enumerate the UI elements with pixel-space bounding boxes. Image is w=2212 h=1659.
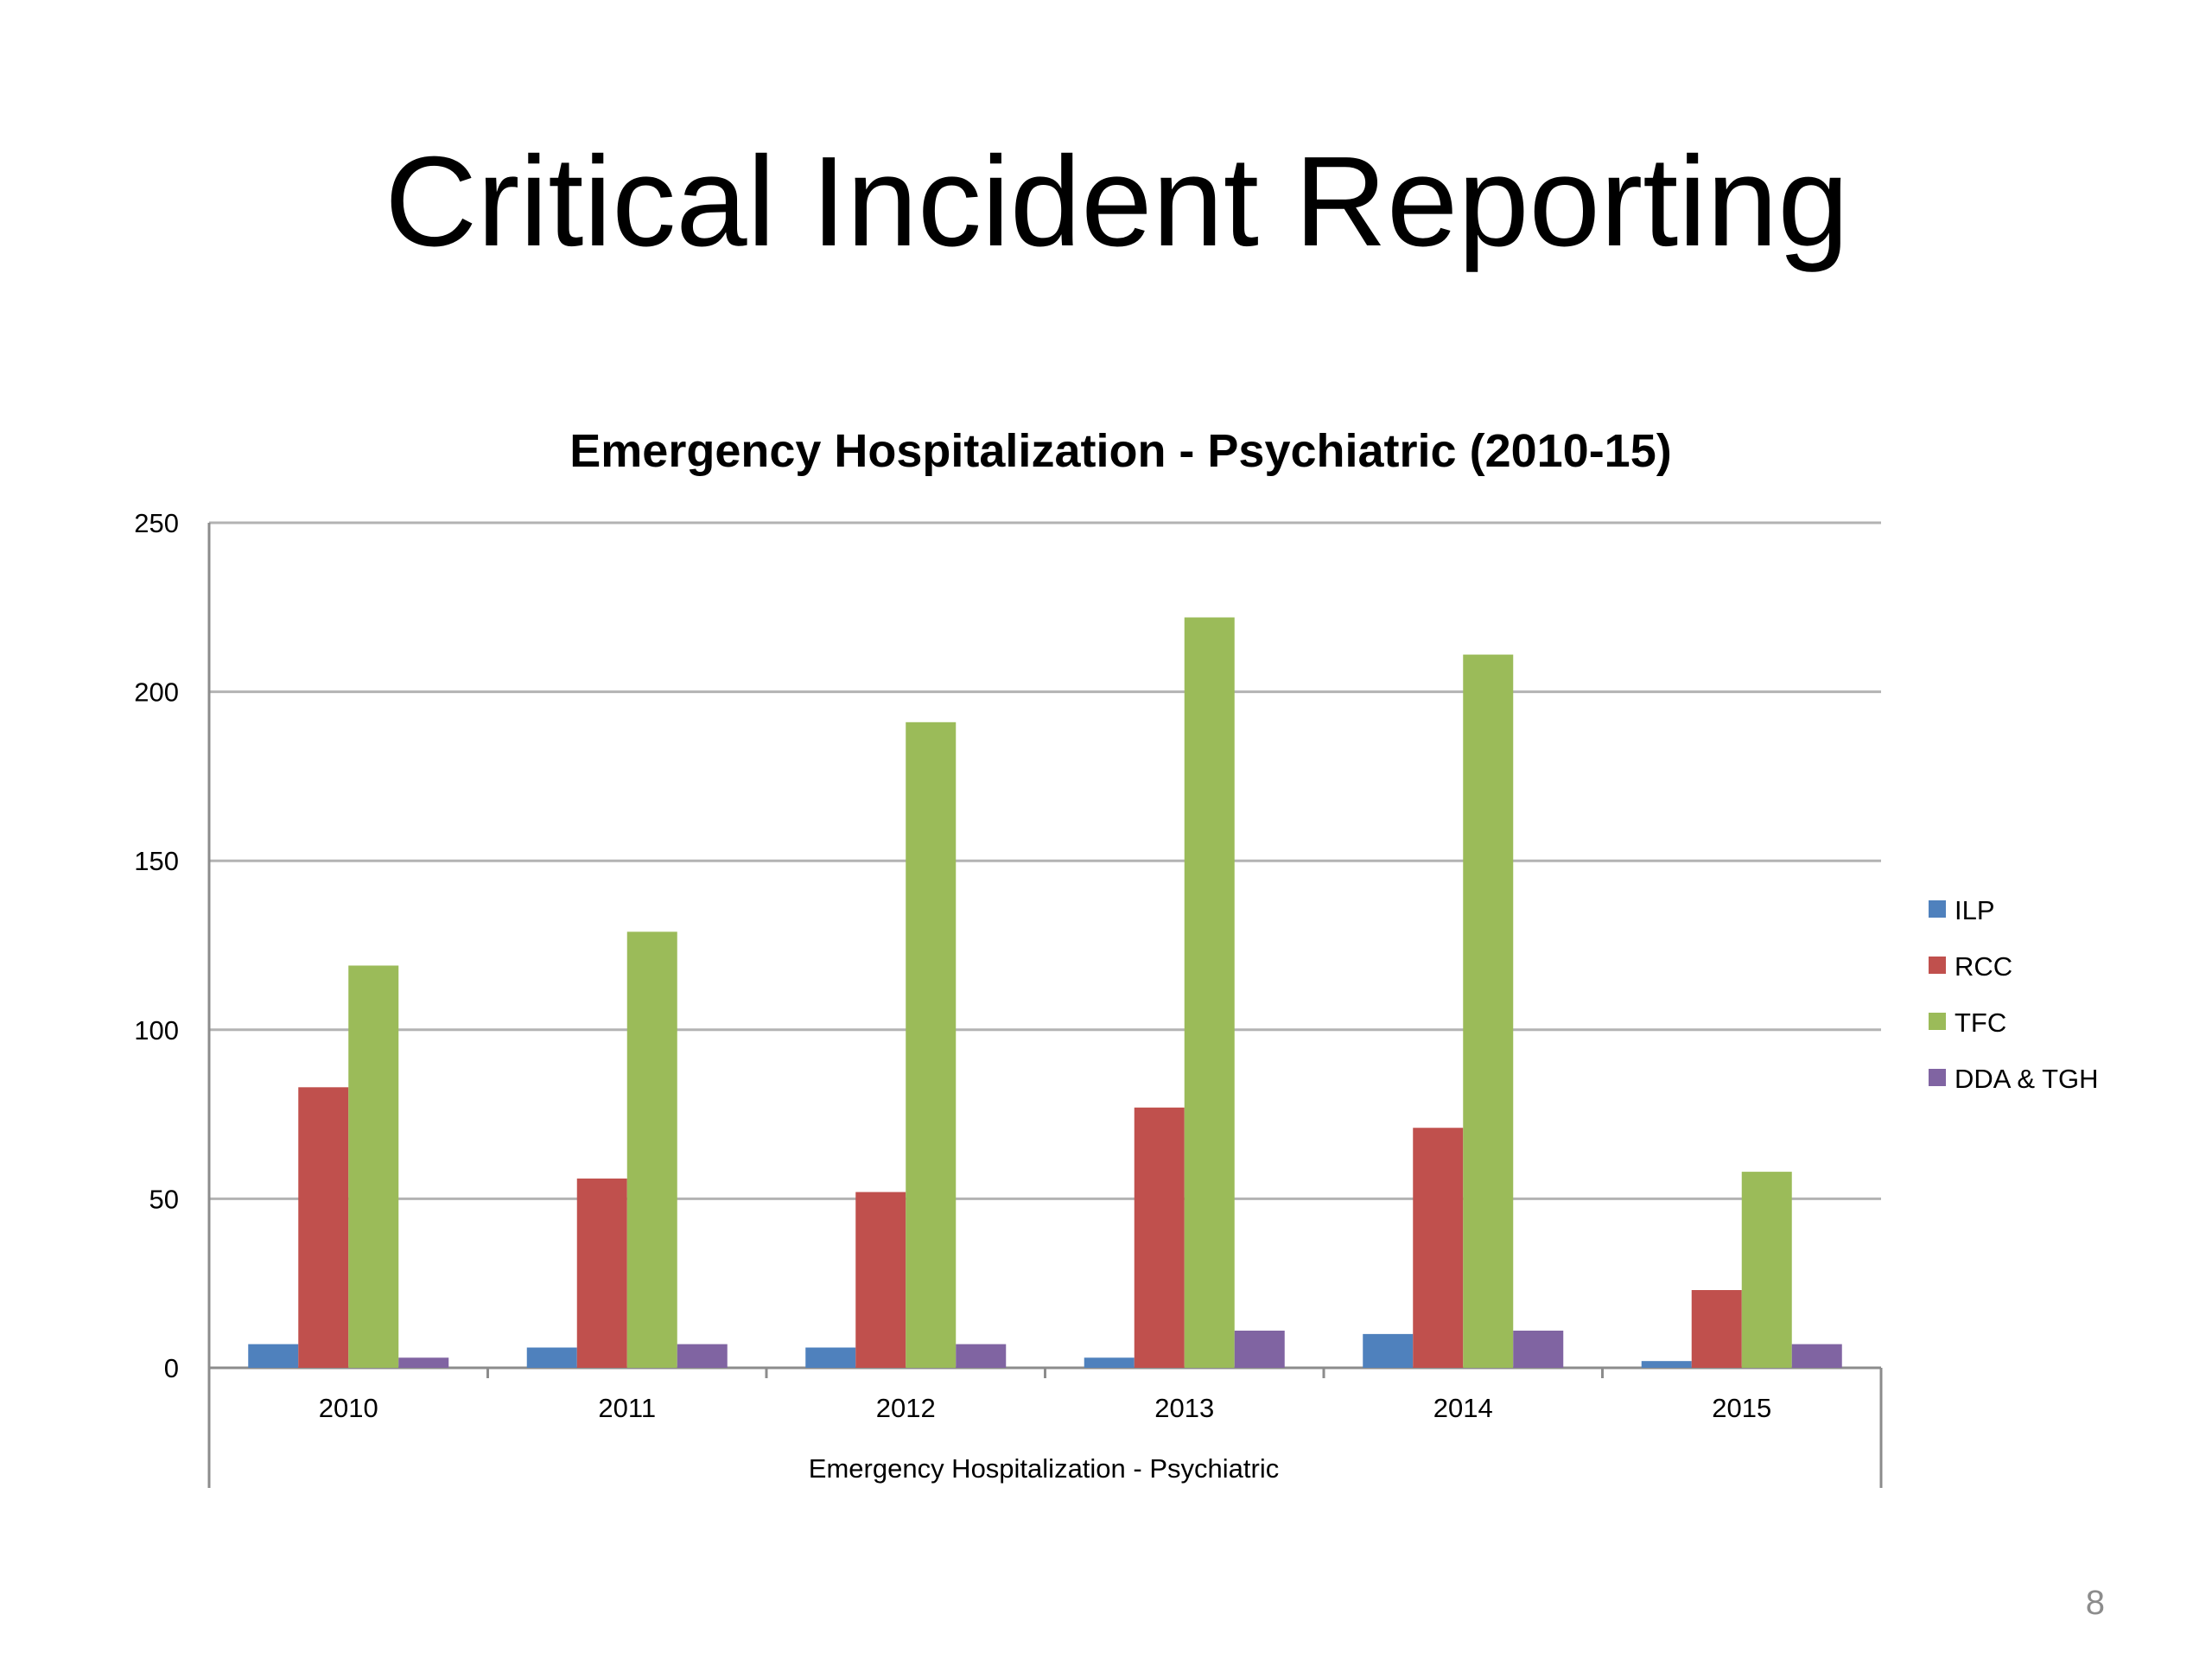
legend-swatch bbox=[1929, 1013, 1946, 1030]
x-tick-label: 2012 bbox=[876, 1393, 936, 1423]
bars bbox=[248, 617, 1842, 1368]
legend-swatch bbox=[1929, 900, 1946, 918]
bar-rcc-2011 bbox=[576, 1178, 627, 1368]
bar-dda-tgh-2014 bbox=[1513, 1330, 1564, 1368]
bar-dda-tgh-2011 bbox=[677, 1344, 728, 1368]
x-axis-title: Emergency Hospitalization - Psychiatric bbox=[809, 1453, 1279, 1484]
bar-rcc-2013 bbox=[1134, 1107, 1185, 1368]
bar-dda-tgh-2010 bbox=[398, 1357, 449, 1368]
bar-ilp-2015 bbox=[1641, 1361, 1692, 1368]
legend-label: ILP bbox=[1955, 895, 1995, 925]
bar-tfc-2011 bbox=[626, 931, 677, 1368]
bar-dda-tgh-2012 bbox=[956, 1344, 1007, 1368]
y-tick-label: 100 bbox=[134, 1015, 179, 1046]
bar-ilp-2014 bbox=[1363, 1333, 1414, 1368]
legend-swatch bbox=[1929, 1069, 1946, 1086]
bar-ilp-2011 bbox=[526, 1347, 577, 1368]
x-axis-ticks: 2010 2011 2012 2013 2014 2015 bbox=[319, 1393, 1771, 1423]
x-tick-label: 2015 bbox=[1712, 1393, 1771, 1423]
gridlines bbox=[209, 521, 1881, 1200]
y-tick-label: 250 bbox=[134, 508, 179, 538]
bar-ilp-2012 bbox=[805, 1347, 856, 1368]
x-tick-label: 2011 bbox=[598, 1393, 656, 1423]
page-number: 8 bbox=[2085, 1584, 2105, 1622]
slide-title: Critical Incident Reporting bbox=[385, 130, 1849, 273]
legend-swatch bbox=[1929, 957, 1946, 974]
bar-dda-tgh-2015 bbox=[1791, 1344, 1842, 1368]
bar-tfc-2010 bbox=[348, 965, 399, 1368]
bar-tfc-2015 bbox=[1741, 1172, 1792, 1368]
y-axis-ticks: 0 50 100 150 200 250 bbox=[134, 508, 179, 1383]
y-tick-label: 0 bbox=[164, 1353, 179, 1383]
bar-rcc-2010 bbox=[298, 1087, 349, 1368]
x-tick-label: 2010 bbox=[319, 1393, 378, 1423]
chart-title: Emergency Hospitalization - Psychiatric … bbox=[569, 425, 1671, 477]
plot-frame bbox=[207, 523, 1883, 1488]
legend-label: RCC bbox=[1955, 951, 2012, 982]
legend-label: DDA & TGH bbox=[1955, 1064, 2099, 1094]
bar-rcc-2014 bbox=[1413, 1128, 1464, 1368]
bar-rcc-2012 bbox=[855, 1192, 906, 1368]
y-tick-label: 150 bbox=[134, 846, 179, 876]
y-tick-label: 200 bbox=[134, 677, 179, 708]
bar-tfc-2014 bbox=[1463, 654, 1514, 1368]
bar-tfc-2013 bbox=[1184, 617, 1235, 1368]
legend: ILP RCC TFC DDA & TGH bbox=[1929, 895, 2099, 1094]
bar-tfc-2012 bbox=[906, 721, 957, 1368]
bar-rcc-2015 bbox=[1691, 1290, 1742, 1368]
x-tick-label: 2014 bbox=[1433, 1393, 1493, 1423]
bar-dda-tgh-2013 bbox=[1234, 1330, 1285, 1368]
bar-ilp-2013 bbox=[1084, 1357, 1135, 1368]
legend-label: TFC bbox=[1955, 1007, 2006, 1038]
x-tick-label: 2013 bbox=[1154, 1393, 1214, 1423]
bar-ilp-2010 bbox=[248, 1344, 299, 1368]
y-tick-label: 50 bbox=[149, 1184, 179, 1214]
